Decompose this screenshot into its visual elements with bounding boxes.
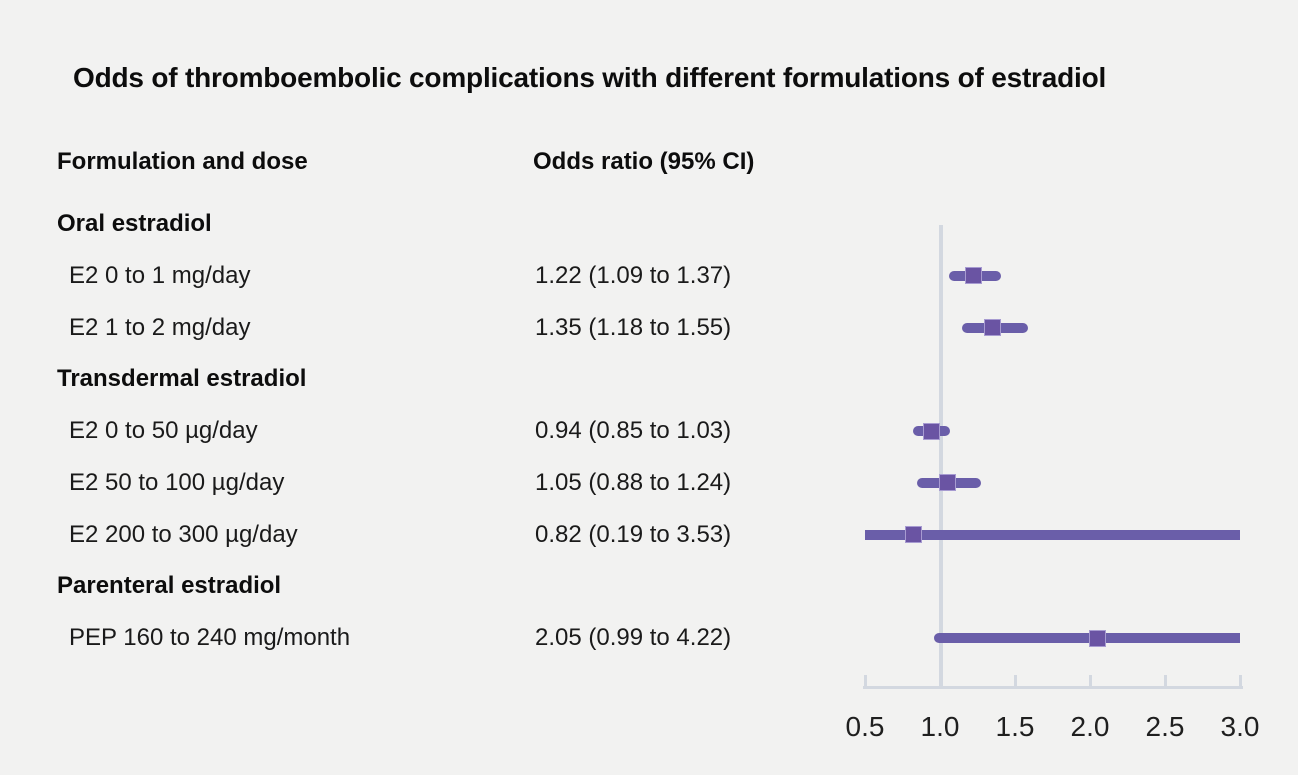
column-header-formulation: Formulation and dose (57, 148, 308, 175)
or-marker (1089, 629, 1106, 647)
reference-line (939, 225, 943, 689)
ci-line (865, 529, 1240, 540)
axis-tick-label: 2.5 (1145, 711, 1185, 742)
or-marker (984, 319, 1001, 336)
axis-tick-label: 0.5 (845, 711, 885, 742)
or-marker (922, 422, 940, 440)
axis-tick (1163, 675, 1167, 686)
column-header-odds-ratio: Odds ratio (95% CI) (533, 148, 755, 175)
x-axis-line (863, 686, 1243, 689)
axis-tick (1238, 675, 1242, 686)
row-label: E2 0 to 1 mg/day (69, 261, 251, 289)
axis-tick-label: 3.0 (1220, 711, 1260, 742)
row-label: E2 0 to 50 µg/day (69, 417, 258, 444)
group-label: Parenteral estradiol (57, 572, 282, 600)
axis-tick (938, 675, 942, 686)
row-label: E2 50 to 100 µg/day (69, 468, 285, 496)
axis-tick-label: 1.0 (920, 711, 960, 742)
or-marker (939, 474, 956, 492)
axis-tick (1013, 675, 1017, 686)
row-label: E2 200 to 300 µg/day (69, 520, 298, 548)
axis-tick-label: 1.5 (995, 711, 1035, 742)
figure-title: Odds of thromboembolic complications wit… (73, 62, 1107, 93)
axis-tick-label: 2.0 (1070, 711, 1110, 742)
or-marker (964, 267, 982, 285)
row-or-value: 2.05 (0.99 to 4.22) (535, 624, 732, 651)
row-label: E2 1 to 2 mg/day (69, 313, 251, 341)
row-or-value: 0.94 (0.85 to 1.03) (535, 417, 732, 444)
axis-tick (1088, 675, 1092, 686)
group-label: Oral estradiol (57, 210, 212, 237)
row-or-value: 1.35 (1.18 to 1.55) (535, 313, 732, 341)
group-label: Transdermal estradiol (57, 365, 307, 393)
row-or-value: 1.22 (1.09 to 1.37) (535, 261, 732, 289)
axis-tick (863, 675, 867, 686)
row-or-value: 1.05 (0.88 to 1.24) (535, 468, 732, 496)
ci-line (933, 633, 1240, 643)
row-label: PEP 160 to 240 mg/month (69, 624, 351, 651)
or-marker (904, 526, 922, 543)
row-or-value: 0.82 (0.19 to 3.53) (535, 520, 732, 548)
